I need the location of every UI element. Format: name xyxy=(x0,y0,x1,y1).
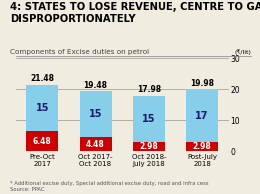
Bar xyxy=(80,137,112,151)
Text: 21.48: 21.48 xyxy=(30,74,54,83)
Text: 19.48: 19.48 xyxy=(83,81,108,90)
Bar xyxy=(186,142,218,151)
Bar xyxy=(133,95,165,142)
Text: 15: 15 xyxy=(89,109,102,119)
Text: 15: 15 xyxy=(142,114,155,124)
Text: Components of Excise duties on petrol: Components of Excise duties on petrol xyxy=(10,49,149,55)
Bar xyxy=(133,142,165,151)
Text: * Additional excise duty, Special additional excise duty, road and infra cess
So: * Additional excise duty, Special additi… xyxy=(10,181,209,192)
Bar xyxy=(26,85,58,131)
Text: (₹/lit): (₹/lit) xyxy=(234,50,251,55)
Text: 19.98: 19.98 xyxy=(190,79,214,88)
Text: 2.98: 2.98 xyxy=(139,142,158,151)
Text: 4: STATES TO LOSE REVENUE, CENTRE TO GAIN
DISPROPORTIONATELY: 4: STATES TO LOSE REVENUE, CENTRE TO GAI… xyxy=(10,2,260,24)
Text: 17.98: 17.98 xyxy=(137,85,161,94)
Bar xyxy=(26,131,58,151)
Text: 17: 17 xyxy=(196,111,209,121)
Text: 2.98: 2.98 xyxy=(193,142,212,151)
Bar xyxy=(186,89,218,142)
Bar xyxy=(80,91,112,137)
Text: 4.48: 4.48 xyxy=(86,140,105,149)
Text: 15: 15 xyxy=(36,103,49,113)
Text: 6.48: 6.48 xyxy=(33,137,52,146)
